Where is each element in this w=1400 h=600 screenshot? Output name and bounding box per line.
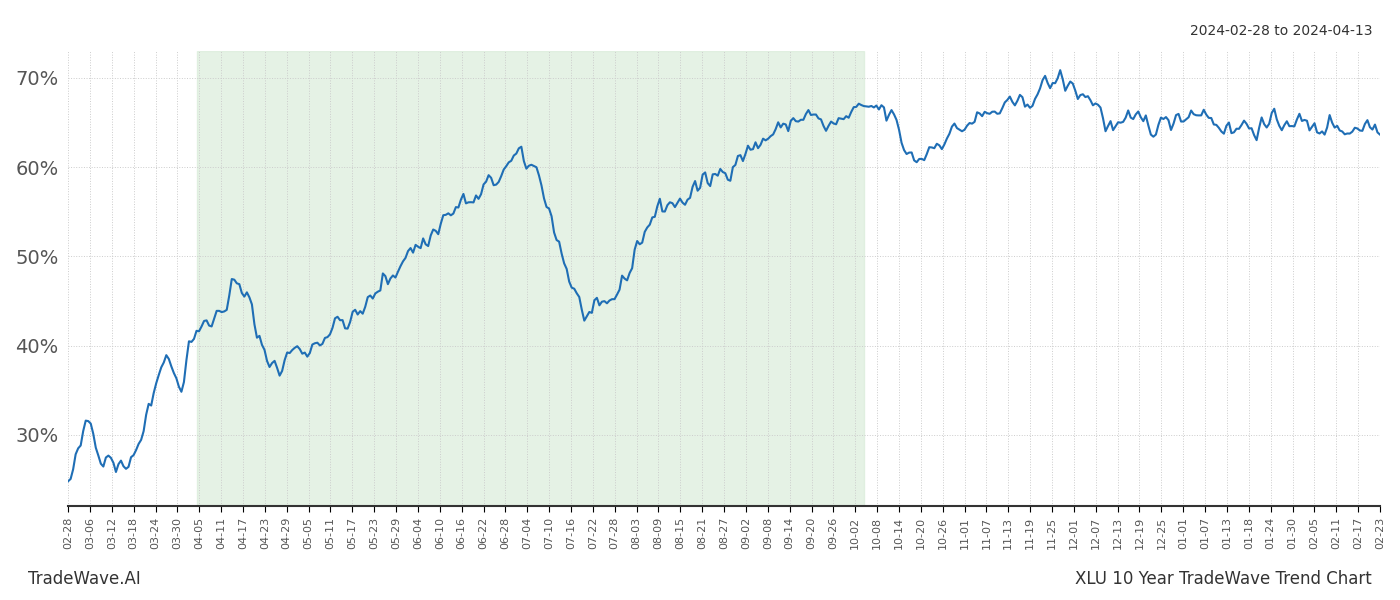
Text: 2024-02-28 to 2024-04-13: 2024-02-28 to 2024-04-13: [1190, 24, 1372, 38]
Text: XLU 10 Year TradeWave Trend Chart: XLU 10 Year TradeWave Trend Chart: [1075, 570, 1372, 588]
Text: TradeWave.AI: TradeWave.AI: [28, 570, 141, 588]
Bar: [196, 51, 864, 506]
